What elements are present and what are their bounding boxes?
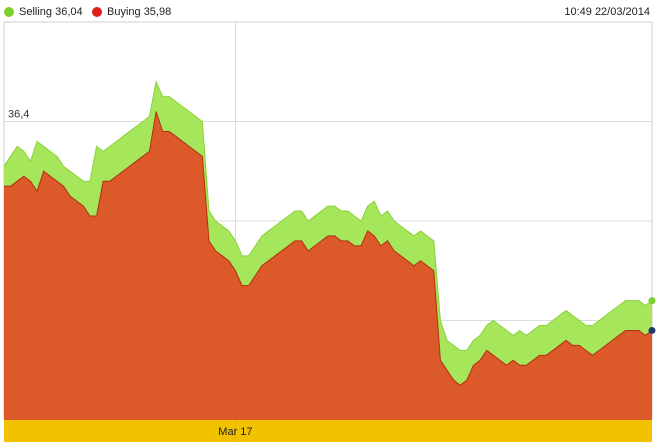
buying-last-point: [648, 326, 656, 334]
selling-dot-icon: [4, 7, 14, 17]
buying-line: [4, 111, 653, 386]
buying-area: [4, 111, 652, 421]
legend-label-selling: Selling 36,04: [19, 6, 83, 18]
timestamp: 10:49 22/03/2014: [564, 6, 650, 18]
selling-last-point: [648, 297, 656, 305]
y-tick-label: 36,4: [8, 109, 29, 121]
time-axis-bar: [4, 420, 652, 442]
legend-item-buying[interactable]: Buying 35,98: [92, 6, 171, 18]
selling-line: [3, 80, 653, 351]
legend-label-buying: Buying 35,98: [107, 6, 172, 18]
chart-header: Selling 36,04 Buying 35,98 10:49 22/03/2…: [0, 0, 656, 24]
buying-dot-icon: [92, 7, 102, 17]
legend-item-selling[interactable]: Selling 36,04: [4, 6, 83, 18]
x-tick-label: Mar 17: [218, 426, 252, 438]
